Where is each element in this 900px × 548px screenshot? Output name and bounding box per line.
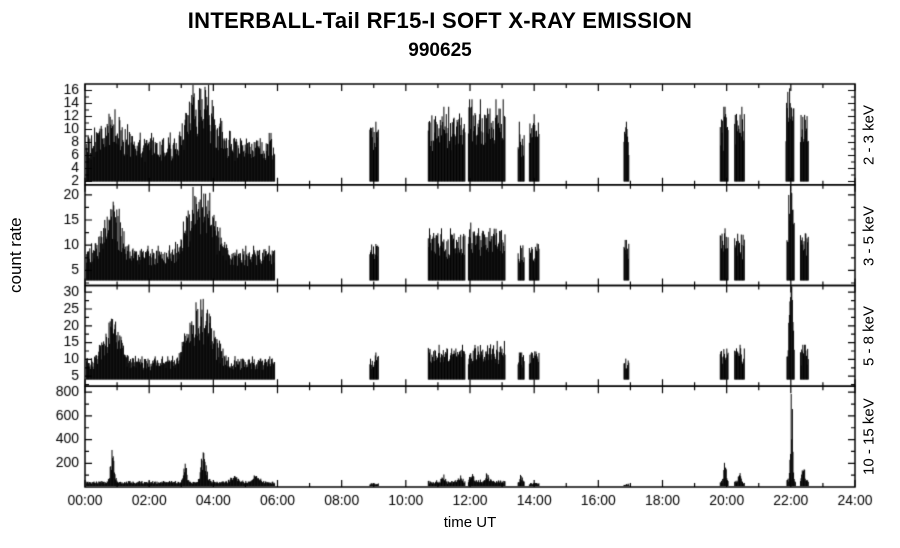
chart-subtitle-date: 990625 (408, 40, 472, 61)
x-axis-label: time UT (443, 514, 497, 531)
band-label-10-15-kev: 10 - 15 keV (860, 398, 878, 475)
band-label-2-3-kev: 2 - 3 keV (860, 104, 878, 165)
chart-title: INTERBALL-Tail RF15-I SOFT X-RAY EMISSIO… (187, 8, 693, 33)
y-axis-label: count rate (6, 217, 25, 293)
band-label-5-8-kev: 5 - 8 keV (860, 305, 878, 367)
band-label-3-5-kev: 3 - 5 keV (860, 205, 878, 266)
